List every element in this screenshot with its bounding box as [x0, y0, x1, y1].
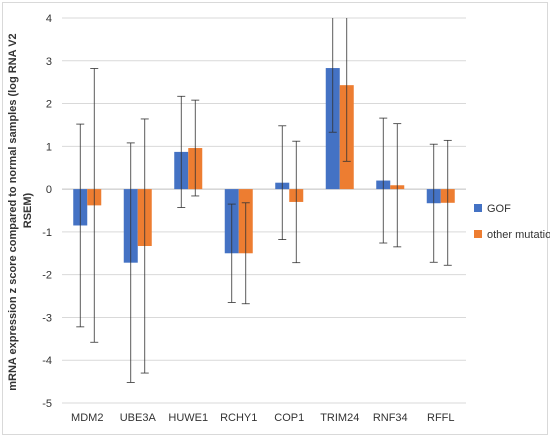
y-tick-label: 4: [46, 13, 52, 25]
legend-swatch: [474, 204, 482, 212]
x-tick-label: RCHY1: [220, 412, 257, 424]
x-tick-label: RFFL: [427, 412, 455, 424]
y-tick-label: -1: [42, 227, 52, 239]
y-tick-label: 3: [46, 56, 52, 68]
y-tick-label: -5: [42, 398, 52, 410]
y-axis-title: mRNA expression z score compared to norm…: [7, 30, 34, 390]
y-tick-label: 0: [46, 184, 52, 196]
x-tick-label: HUWE1: [168, 412, 208, 424]
y-axis-title-line-2: RSEM): [22, 192, 34, 228]
legend-label: other mutations: [487, 229, 550, 241]
legend: GOF other mutations: [474, 203, 550, 241]
x-tick-label: RNF34: [373, 412, 408, 424]
legend-swatch: [474, 230, 482, 238]
y-tick-label: -3: [42, 312, 52, 324]
x-tick-label: MDM2: [71, 412, 103, 424]
x-axis: MDM2 UBE3A HUWE1 RCHY1 COP1 TRIM24 RNF34 RFFL: [71, 412, 454, 424]
legend-label: GOF: [487, 203, 511, 215]
x-tick-label: TRIM24: [320, 412, 359, 424]
x-tick-label: UBE3A: [120, 412, 157, 424]
y-tick-label: 1: [46, 141, 52, 153]
x-tick-label: COP1: [274, 412, 304, 424]
y-tick-label: 2: [46, 99, 52, 111]
error-bars: [76, 18, 452, 383]
y-axis: 4 3 2 1 0 -1 -2 -3 -4 -5: [42, 13, 52, 410]
gridlines: [62, 17, 466, 404]
y-axis-title-line-1: mRNA expression z score compared to norm…: [7, 33, 19, 390]
y-tick-label: -2: [42, 270, 52, 282]
y-tick-label: -4: [42, 355, 52, 367]
